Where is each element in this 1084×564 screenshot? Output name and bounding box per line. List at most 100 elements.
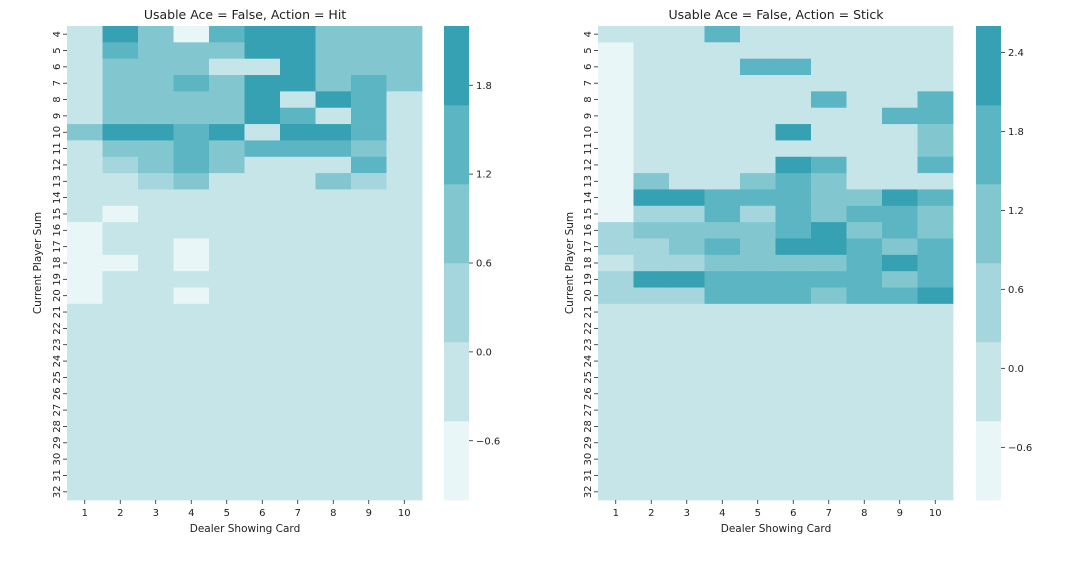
heatmap-cell — [67, 107, 103, 125]
heatmap-cell — [811, 222, 847, 239]
heatmap-cell — [280, 238, 316, 256]
heatmap-cell — [775, 271, 812, 288]
x-tick-label: 4 — [719, 508, 725, 519]
heatmap-cell — [67, 369, 103, 386]
heatmap-cell — [917, 369, 954, 386]
heatmap-cell — [811, 238, 847, 256]
heatmap-cell — [669, 418, 705, 436]
heatmap-cell — [280, 418, 316, 436]
heatmap-cell — [244, 450, 281, 468]
heatmap-cell — [633, 156, 670, 174]
heatmap-cell — [704, 450, 741, 468]
heatmap-cell — [102, 156, 139, 174]
heatmap-cell — [67, 336, 103, 354]
heatmap-cell — [704, 401, 741, 419]
heatmap-cell — [669, 287, 705, 305]
heatmap-cell — [138, 58, 174, 76]
heatmap-cell — [811, 124, 847, 141]
heatmap-cell — [102, 107, 139, 125]
heatmap-cell — [669, 222, 705, 239]
colorbar-tick-label: −0.6 — [476, 436, 500, 447]
heatmap-cell — [846, 271, 883, 288]
heatmap-cell — [669, 254, 705, 272]
heatmap-cells — [598, 26, 954, 501]
y-tick-label: 17 — [52, 240, 63, 253]
y-tick-label: 30 — [52, 453, 63, 466]
x-tick-label: 3 — [684, 508, 690, 519]
heatmap-cell — [598, 140, 634, 158]
heatmap-cell — [846, 124, 883, 141]
heatmap-cell — [173, 26, 210, 43]
heatmap-cell — [846, 254, 883, 272]
y-tick-label: 20 — [583, 289, 594, 302]
heatmap-cell — [209, 483, 245, 501]
heatmap-cell — [704, 271, 741, 288]
heatmap-cell — [386, 369, 423, 386]
y-tick-label: 13 — [583, 175, 594, 188]
heatmap-cell — [846, 107, 883, 125]
heatmap-cell — [244, 91, 281, 109]
colorbar-segment — [976, 421, 1001, 501]
heatmap-cell — [173, 42, 210, 60]
heatmap-cell — [633, 352, 670, 370]
heatmap-cell — [209, 434, 245, 452]
heatmap-cell — [280, 156, 316, 174]
heatmap-cell — [102, 75, 139, 92]
heatmap-cell — [209, 238, 245, 256]
heatmap-cell — [138, 205, 174, 223]
heatmap-cell — [102, 336, 139, 354]
heatmap-cell — [209, 352, 245, 370]
heatmap-cell — [633, 467, 670, 485]
heatmap-cell — [882, 91, 918, 109]
heatmap-cell — [669, 467, 705, 485]
heatmap-cell — [386, 483, 423, 501]
heatmap-cell — [386, 140, 423, 158]
heatmap-cell — [280, 254, 316, 272]
heatmap-cell — [67, 189, 103, 207]
heatmap-cell — [775, 26, 812, 43]
heatmap-cell — [67, 483, 103, 501]
heatmap-cell — [669, 336, 705, 354]
heatmap-cell — [811, 107, 847, 125]
heatmap-cell — [173, 173, 210, 190]
heatmap-cell — [882, 75, 918, 92]
heatmap-cell — [740, 140, 776, 158]
heatmap-cell — [351, 434, 387, 452]
heatmap-cell — [811, 401, 847, 419]
heatmap-cell — [67, 173, 103, 190]
heatmap-cell — [882, 336, 918, 354]
heatmap-cell — [315, 254, 352, 272]
heatmap-cell — [315, 434, 352, 452]
heatmap-cell — [917, 238, 954, 256]
heatmap-cell — [740, 287, 776, 305]
heatmap-cell — [351, 26, 387, 43]
heatmap-cell — [917, 173, 954, 190]
heatmap-cell — [917, 271, 954, 288]
heatmap-cell — [775, 75, 812, 92]
heatmap-cell — [351, 238, 387, 256]
heatmap-cell — [386, 75, 423, 92]
y-tick-label: 12 — [52, 159, 63, 172]
heatmap-cell — [633, 173, 670, 190]
heatmap-cell — [598, 75, 634, 92]
heatmap-cell — [633, 222, 670, 239]
heatmap-cell — [209, 369, 245, 386]
heatmap-cell — [917, 107, 954, 125]
y-tick-label: 29 — [583, 436, 594, 449]
heatmap-cell — [315, 369, 352, 386]
colorbar-segment — [444, 342, 469, 422]
heatmap-cell — [280, 271, 316, 288]
heatmap-cell — [917, 156, 954, 174]
heatmap-cell — [280, 26, 316, 43]
heatmap-cell — [244, 401, 281, 419]
heatmap-cell — [811, 450, 847, 468]
heatmap-cell — [386, 238, 423, 256]
heatmap-cell — [138, 107, 174, 125]
heatmap-cell — [740, 271, 776, 288]
heatmap-cell — [598, 287, 634, 305]
heatmap-cell — [67, 222, 103, 239]
heatmap-cell — [917, 222, 954, 239]
heatmap-cell — [138, 418, 174, 436]
heatmap-cell — [280, 222, 316, 239]
y-tick-label: 28 — [52, 420, 63, 433]
